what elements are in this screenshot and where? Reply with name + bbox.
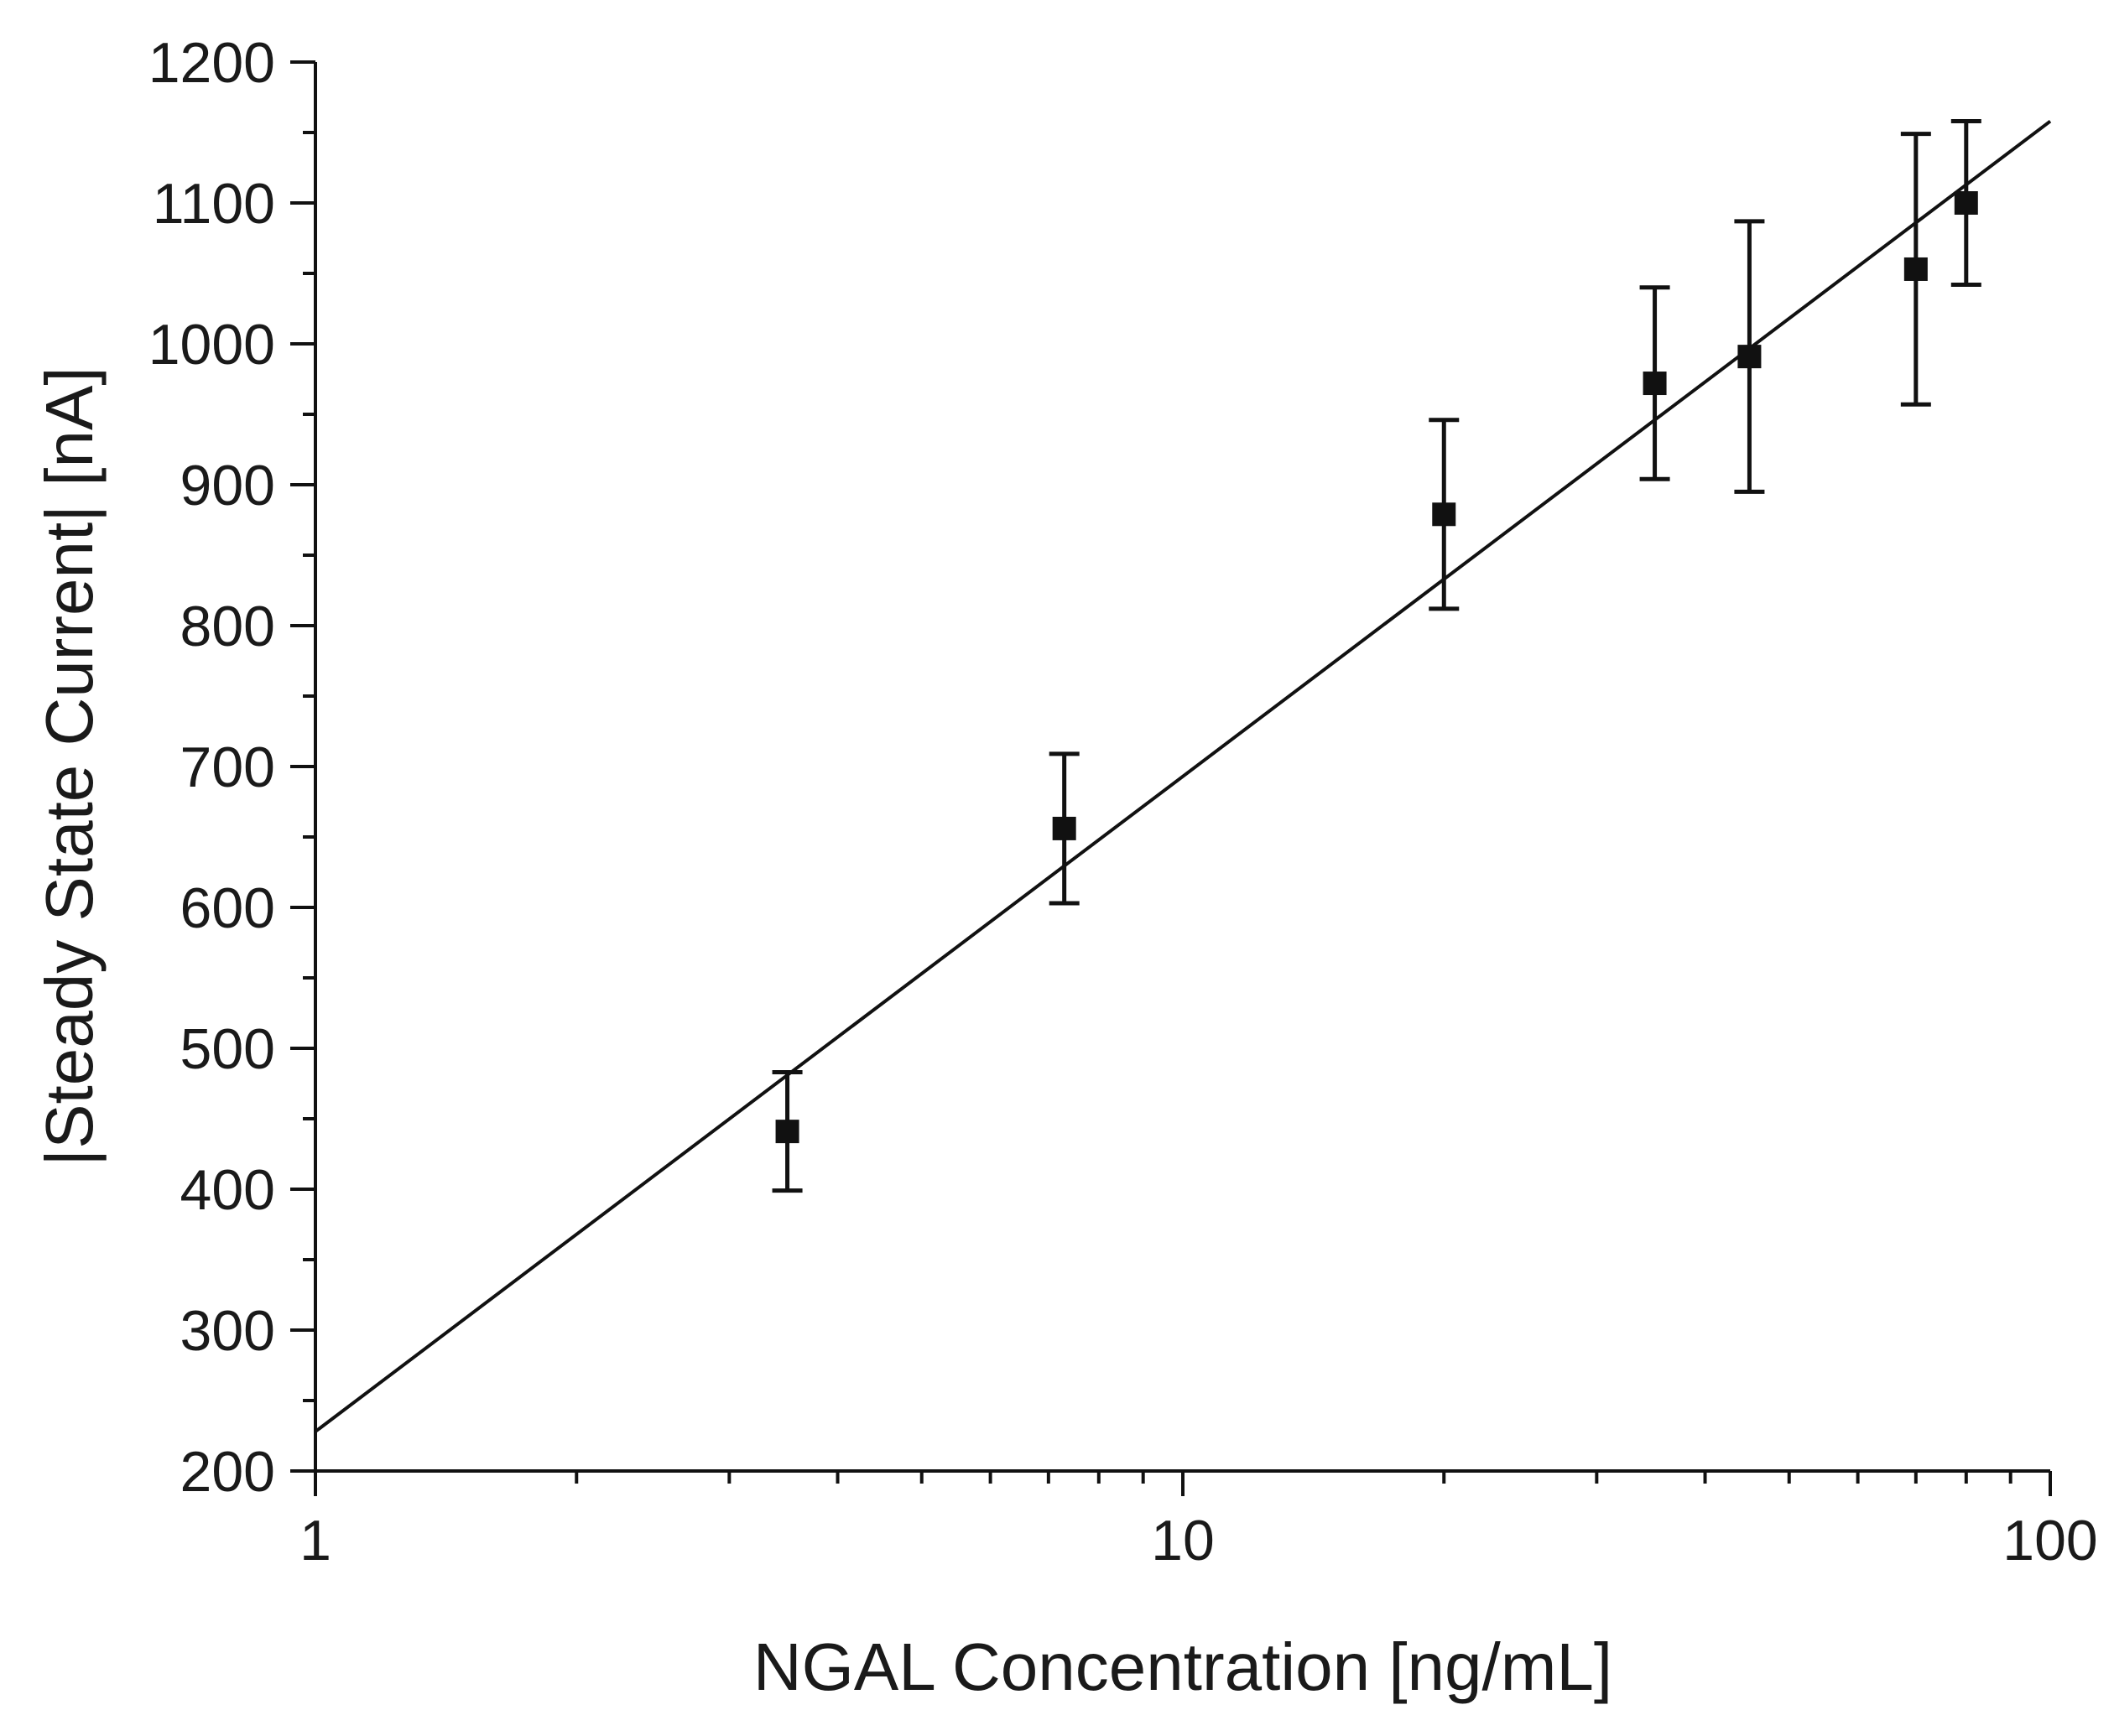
data-points	[772, 119, 1981, 1193]
data-point	[1643, 372, 1667, 396]
y-axis-title: |Steady State Current| [nA]	[32, 366, 107, 1166]
y-tick-label: 300	[180, 1299, 275, 1363]
axes	[314, 62, 2050, 1473]
data-point	[775, 1120, 799, 1144]
y-tick-label: 900	[180, 454, 275, 517]
y-tick-label: 600	[180, 876, 275, 940]
data-point	[1737, 345, 1762, 369]
x-tick-label: 10	[1151, 1509, 1215, 1572]
x-tick-label: 1	[299, 1509, 331, 1572]
y-tick-label: 500	[180, 1017, 275, 1081]
x-ticks: 1 10 100	[299, 1471, 2098, 1572]
data-point	[1903, 257, 1928, 281]
x-axis-title: NGAL Concentration [ng/mL]	[753, 1629, 1612, 1704]
data-point	[1432, 502, 1456, 527]
x-tick-label: 100	[2002, 1509, 2097, 1572]
y-tick-label: 1000	[148, 313, 275, 377]
fit-line-group	[314, 119, 2052, 1433]
data-point	[1052, 816, 1076, 840]
y-tick-label: 400	[180, 1158, 275, 1222]
y-tick-label: 800	[180, 595, 275, 658]
data-point	[1954, 191, 1978, 215]
fit-line	[314, 119, 2052, 1433]
y-tick-label: 1100	[153, 172, 275, 236]
y-tick-label: 200	[180, 1440, 275, 1504]
y-tick-label: 1200	[148, 31, 275, 95]
y-ticks: 200 300 400 500 600 700 800 900 1000 1100 1200	[148, 31, 315, 1504]
y-tick-label: 700	[180, 735, 275, 799]
